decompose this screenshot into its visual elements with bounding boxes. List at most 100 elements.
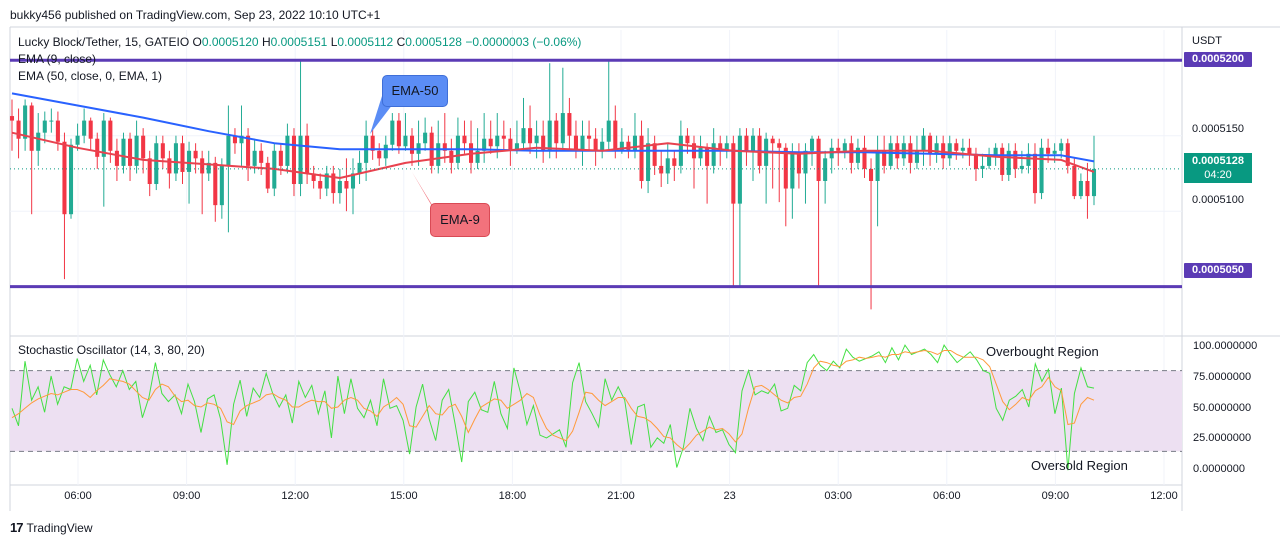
candle-body	[403, 135, 408, 147]
candle	[947, 135, 952, 166]
candle-body	[23, 105, 28, 139]
candle	[1039, 138, 1044, 200]
candle-body	[36, 132, 41, 151]
candle	[160, 135, 165, 169]
candle-body	[1059, 143, 1064, 151]
candle-body	[167, 158, 172, 174]
osc-tick-label: 0.0000000	[1193, 463, 1245, 475]
currency-label[interactable]: USDT	[1192, 35, 1222, 47]
candle-body	[134, 135, 139, 166]
candle	[737, 128, 742, 287]
candle-body	[141, 135, 146, 159]
candle	[652, 135, 657, 175]
candle	[350, 158, 356, 215]
candle-body	[305, 135, 310, 174]
candle	[42, 111, 47, 144]
candle-body	[1039, 147, 1044, 194]
candle-body	[265, 162, 270, 189]
candle	[180, 135, 185, 185]
current-price: 0.0005128	[1192, 155, 1244, 167]
candle	[318, 173, 323, 200]
candle	[528, 105, 533, 154]
candle-body	[560, 113, 565, 144]
ema50-callout[interactable]: EMA-50	[382, 75, 448, 107]
candle	[436, 120, 441, 174]
candle-body	[88, 120, 93, 139]
candle-body	[718, 143, 723, 151]
candle	[882, 135, 887, 174]
candle	[967, 138, 972, 166]
candle-body	[409, 135, 415, 154]
candle	[869, 158, 874, 310]
candle	[1085, 162, 1090, 219]
support-price-tag: 0.0005050	[1184, 263, 1252, 278]
candle-body	[331, 173, 336, 194]
candle	[606, 60, 611, 151]
symbol-name[interactable]: Lucky Block/Tether, 15, GATEIO	[18, 35, 190, 49]
candle-body	[370, 135, 375, 151]
tradingview-brand-text: TradingView	[26, 520, 93, 535]
candle	[423, 117, 428, 151]
ohlc-high: H0.0005151	[261, 35, 328, 49]
candle	[219, 158, 224, 219]
time-tick-label: 06:00	[933, 490, 961, 502]
ema9-callout[interactable]: EMA-9	[430, 203, 490, 237]
stochastic-legend[interactable]: Stochastic Oscillator (14, 3, 80, 20)	[18, 343, 205, 357]
candle	[928, 132, 933, 166]
candle-body	[1000, 147, 1005, 175]
candle-body	[770, 138, 775, 144]
osc-tick-label: 25.0000000	[1193, 432, 1252, 444]
candle-body	[836, 147, 841, 151]
candle	[501, 120, 506, 151]
candle	[462, 120, 467, 154]
candle-body	[55, 120, 60, 142]
candle-body	[619, 141, 624, 151]
ema50-legend[interactable]: EMA (50, close, 0, EMA, 1)	[18, 69, 163, 83]
candle	[600, 128, 605, 159]
candle-body	[475, 150, 480, 163]
candle	[134, 120, 139, 174]
ema9-legend[interactable]: EMA (9, close)	[18, 52, 97, 66]
candle	[534, 120, 539, 159]
candle-body	[573, 135, 578, 151]
candle-body	[291, 135, 297, 185]
candle	[141, 128, 146, 174]
candle-body	[160, 143, 165, 159]
candle	[390, 113, 395, 151]
candle-body	[252, 150, 257, 166]
candle-body	[744, 135, 749, 151]
candle-body	[128, 138, 133, 166]
candle	[921, 128, 926, 166]
candle-body	[200, 158, 205, 174]
osc-tick-label: 75.0000000	[1193, 371, 1252, 383]
oversold-annotation: Oversold Region	[1031, 458, 1128, 473]
candle	[101, 113, 106, 207]
candle-body	[554, 120, 559, 144]
candle	[147, 150, 152, 197]
candle-body	[482, 138, 487, 151]
candle-body	[442, 143, 447, 151]
candle	[331, 165, 336, 204]
candle	[1006, 143, 1011, 181]
candle	[777, 138, 782, 203]
overbought-annotation: Overbought Region	[986, 344, 1099, 359]
candle-body	[672, 158, 677, 166]
current-price-tag: 0.0005128 04:20	[1184, 153, 1252, 183]
candle-body	[914, 150, 919, 163]
candle-body	[777, 143, 782, 148]
candle	[488, 120, 493, 154]
candle	[593, 128, 598, 166]
time-tick-label: 23	[723, 490, 736, 502]
candle-body	[888, 143, 893, 166]
candle-body	[613, 120, 618, 151]
candle	[724, 135, 729, 159]
candle-body	[29, 105, 34, 151]
candle-body	[193, 150, 198, 159]
candle	[1032, 143, 1038, 204]
candle-body	[737, 135, 742, 204]
candle-body	[232, 135, 237, 144]
candle-body	[62, 141, 67, 215]
candle	[973, 147, 978, 181]
candle	[9, 99, 15, 151]
